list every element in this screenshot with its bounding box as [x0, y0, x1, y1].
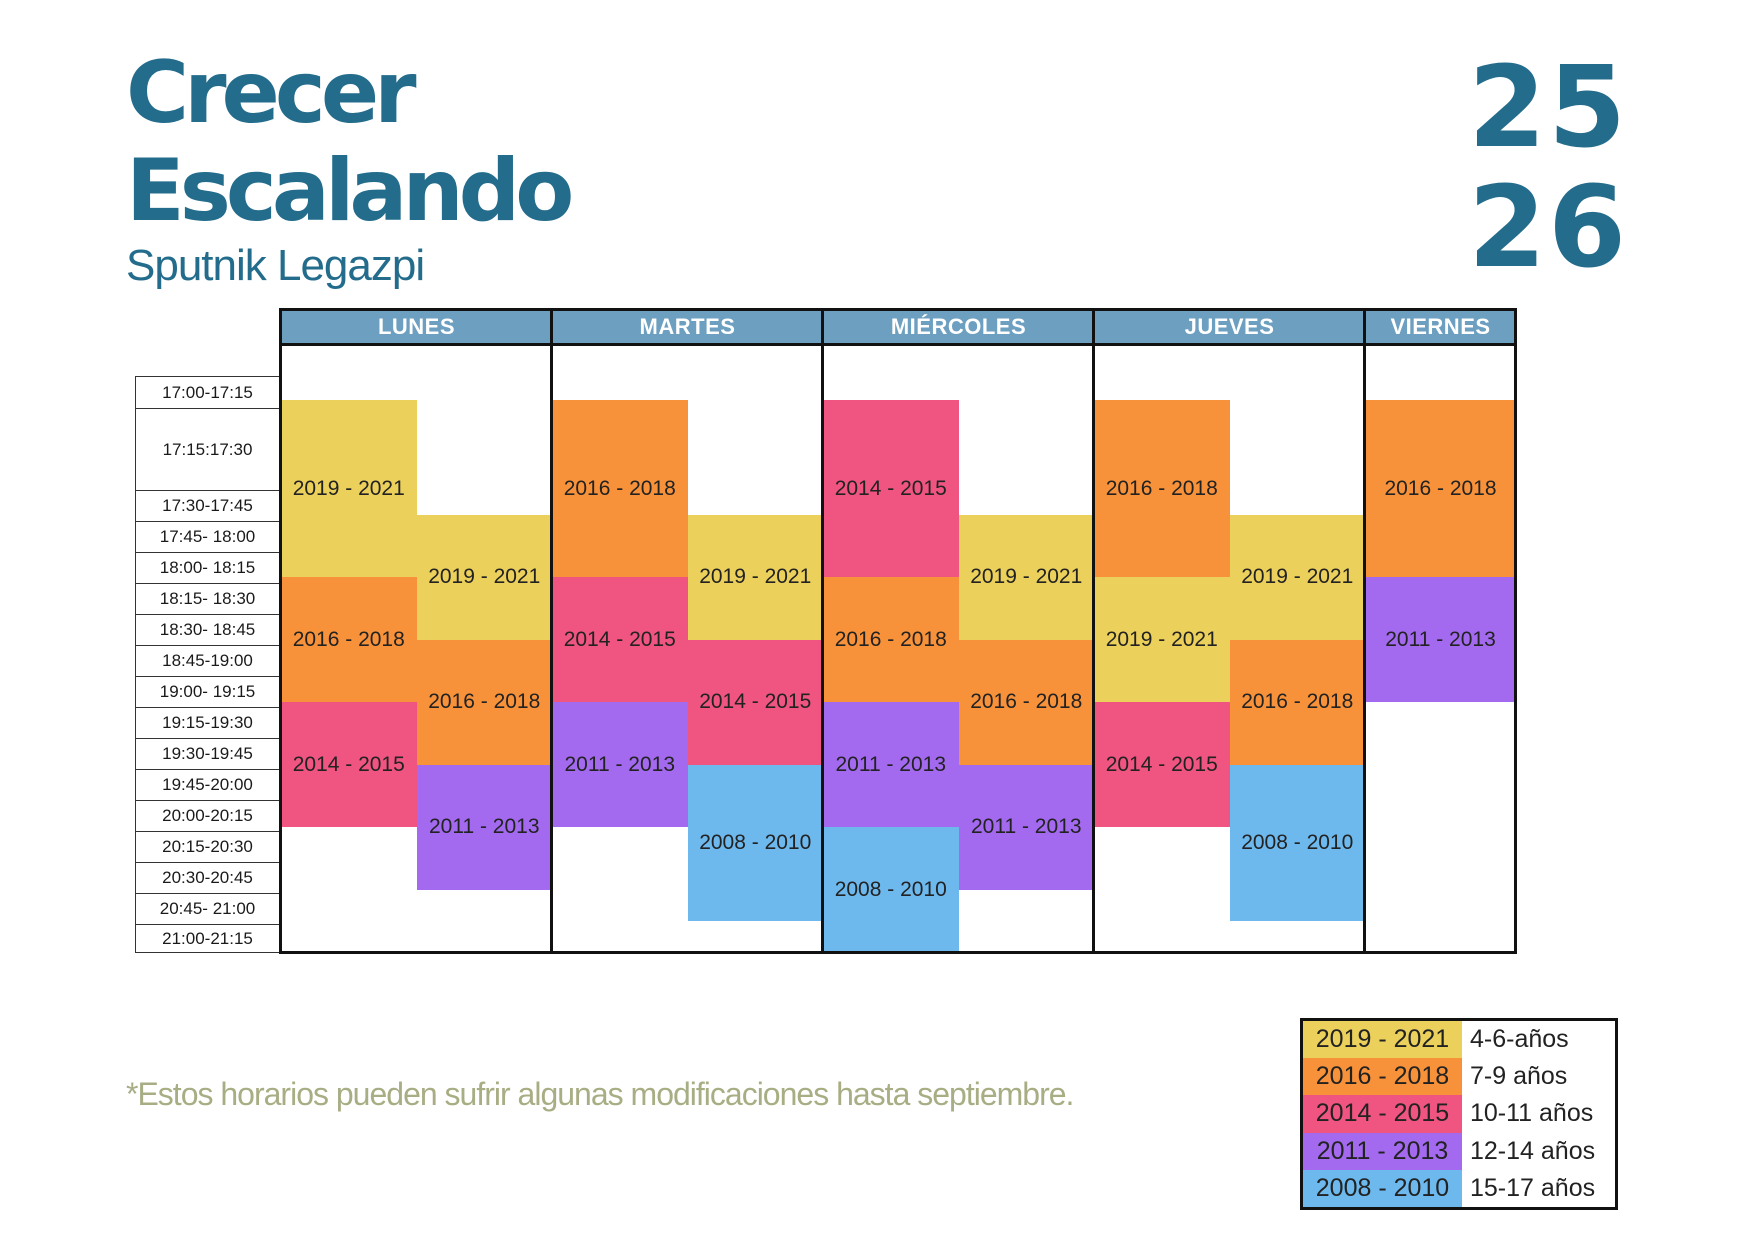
class-block: 2014 - 2015 — [687, 639, 823, 765]
class-block: 2014 - 2015 — [281, 702, 417, 828]
grid-vertical-line — [1363, 308, 1366, 954]
class-block: 2014 - 2015 — [1094, 702, 1230, 828]
class-block: 2016 - 2018 — [281, 577, 417, 703]
class-block: 2019 - 2021 — [687, 514, 823, 640]
grid-vertical-line — [550, 308, 553, 954]
legend-age: 12-14 años — [1470, 1136, 1596, 1165]
time-column-bottom-border — [135, 952, 279, 953]
class-block: 2014 - 2015 — [552, 577, 688, 703]
time-slot-label: 19:15-19:30 — [135, 707, 279, 738]
time-slot-label: 18:30- 18:45 — [135, 614, 279, 645]
class-block: 2008 - 2010 — [1229, 764, 1365, 921]
legend-age: 4-6-años — [1470, 1025, 1569, 1054]
grid-horizontal-line — [279, 343, 1517, 346]
title-line-1: Crecer — [126, 43, 417, 143]
day-header-viernes: VIERNES — [1365, 310, 1516, 344]
day-header-jueves: JUEVES — [1094, 310, 1365, 344]
time-slot-label: 18:00- 18:15 — [135, 552, 279, 583]
class-block: 2016 - 2018 — [1365, 400, 1516, 578]
class-block: 2016 - 2018 — [823, 577, 959, 703]
footnote: *Estos horarios pueden sufrir algunas mo… — [126, 1076, 1074, 1112]
class-block: 2008 - 2010 — [687, 764, 823, 921]
legend-group: 2016 - 2018 — [1303, 1058, 1462, 1096]
legend-row: 2016 - 2018 7-9 años — [1303, 1058, 1615, 1096]
time-slot-label: 19:00- 19:15 — [135, 676, 279, 707]
year-top: 25 — [1468, 43, 1628, 173]
legend-group: 2011 - 2013 — [1303, 1132, 1462, 1170]
grid-vertical-line — [1092, 308, 1095, 954]
subtitle: Sputnik Legazpi — [126, 241, 425, 290]
time-slot-label: 17:30-17:45 — [135, 490, 279, 521]
year-bottom: 26 — [1468, 163, 1628, 293]
time-slot-label: 19:45-20:00 — [135, 769, 279, 800]
class-block: 2011 - 2013 — [1365, 577, 1516, 703]
legend-row: 2014 - 2015 10-11 años — [1303, 1095, 1615, 1133]
legend-group: 2019 - 2021 — [1303, 1021, 1462, 1059]
time-slot-label: 17:45- 18:00 — [135, 521, 279, 552]
class-block: 2011 - 2013 — [958, 764, 1094, 890]
class-block: 2016 - 2018 — [958, 639, 1094, 765]
legend-age: 10-11 años — [1470, 1099, 1594, 1128]
class-block: 2019 - 2021 — [958, 514, 1094, 640]
class-block: 2011 - 2013 — [823, 702, 959, 828]
class-block: 2016 - 2018 — [1229, 639, 1365, 765]
grid-horizontal-line — [279, 951, 1517, 954]
time-slot-label: 20:45- 21:00 — [135, 893, 279, 924]
legend-row: 2011 - 2013 12-14 años — [1303, 1132, 1615, 1170]
legend: 2019 - 2021 4-6-años 2016 - 2018 7-9 años 20… — [1300, 1018, 1618, 1210]
class-block: 2011 - 2013 — [416, 764, 552, 890]
time-slot-label: 17:00-17:15 — [135, 376, 279, 408]
class-block: 2016 - 2018 — [416, 639, 552, 765]
time-slot-label: 19:30-19:45 — [135, 738, 279, 769]
time-slot-label: 21:00-21:15 — [135, 924, 279, 952]
legend-age: 15-17 años — [1470, 1173, 1596, 1202]
day-header-miércoles: MIÉRCOLES — [823, 310, 1094, 344]
class-block: 2019 - 2021 — [281, 400, 417, 578]
legend-age: 7-9 años — [1470, 1062, 1568, 1091]
day-header-martes: MARTES — [552, 310, 823, 344]
class-block: 2016 - 2018 — [1094, 400, 1230, 578]
legend-group: 2008 - 2010 — [1303, 1169, 1462, 1207]
title-line-2: Escalando — [126, 141, 574, 241]
grid-vertical-line — [821, 308, 824, 954]
class-block: 2019 - 2021 — [416, 514, 552, 640]
time-slot-label: 20:15-20:30 — [135, 831, 279, 862]
class-block: 2011 - 2013 — [552, 702, 688, 828]
grid-vertical-line — [279, 308, 282, 954]
time-slot-label: 20:30-20:45 — [135, 862, 279, 893]
day-header-lunes: LUNES — [281, 310, 552, 344]
grid-vertical-line — [1514, 308, 1517, 954]
time-slot-label: 18:15- 18:30 — [135, 583, 279, 614]
class-block: 2019 - 2021 — [1229, 514, 1365, 640]
time-slot-label: 18:45-19:00 — [135, 645, 279, 676]
grid-horizontal-line — [279, 308, 1517, 311]
class-block: 2016 - 2018 — [552, 400, 688, 578]
class-block: 2008 - 2010 — [823, 827, 959, 952]
legend-row: 2019 - 2021 4-6-años — [1303, 1021, 1615, 1059]
time-slot-label: 20:00-20:15 — [135, 800, 279, 831]
class-block: 2014 - 2015 — [823, 400, 959, 578]
time-slot-label: 17:15:17:30 — [135, 408, 279, 490]
class-block: 2019 - 2021 — [1094, 577, 1230, 703]
legend-group: 2014 - 2015 — [1303, 1095, 1462, 1133]
legend-row: 2008 - 2010 15-17 años — [1303, 1169, 1615, 1207]
